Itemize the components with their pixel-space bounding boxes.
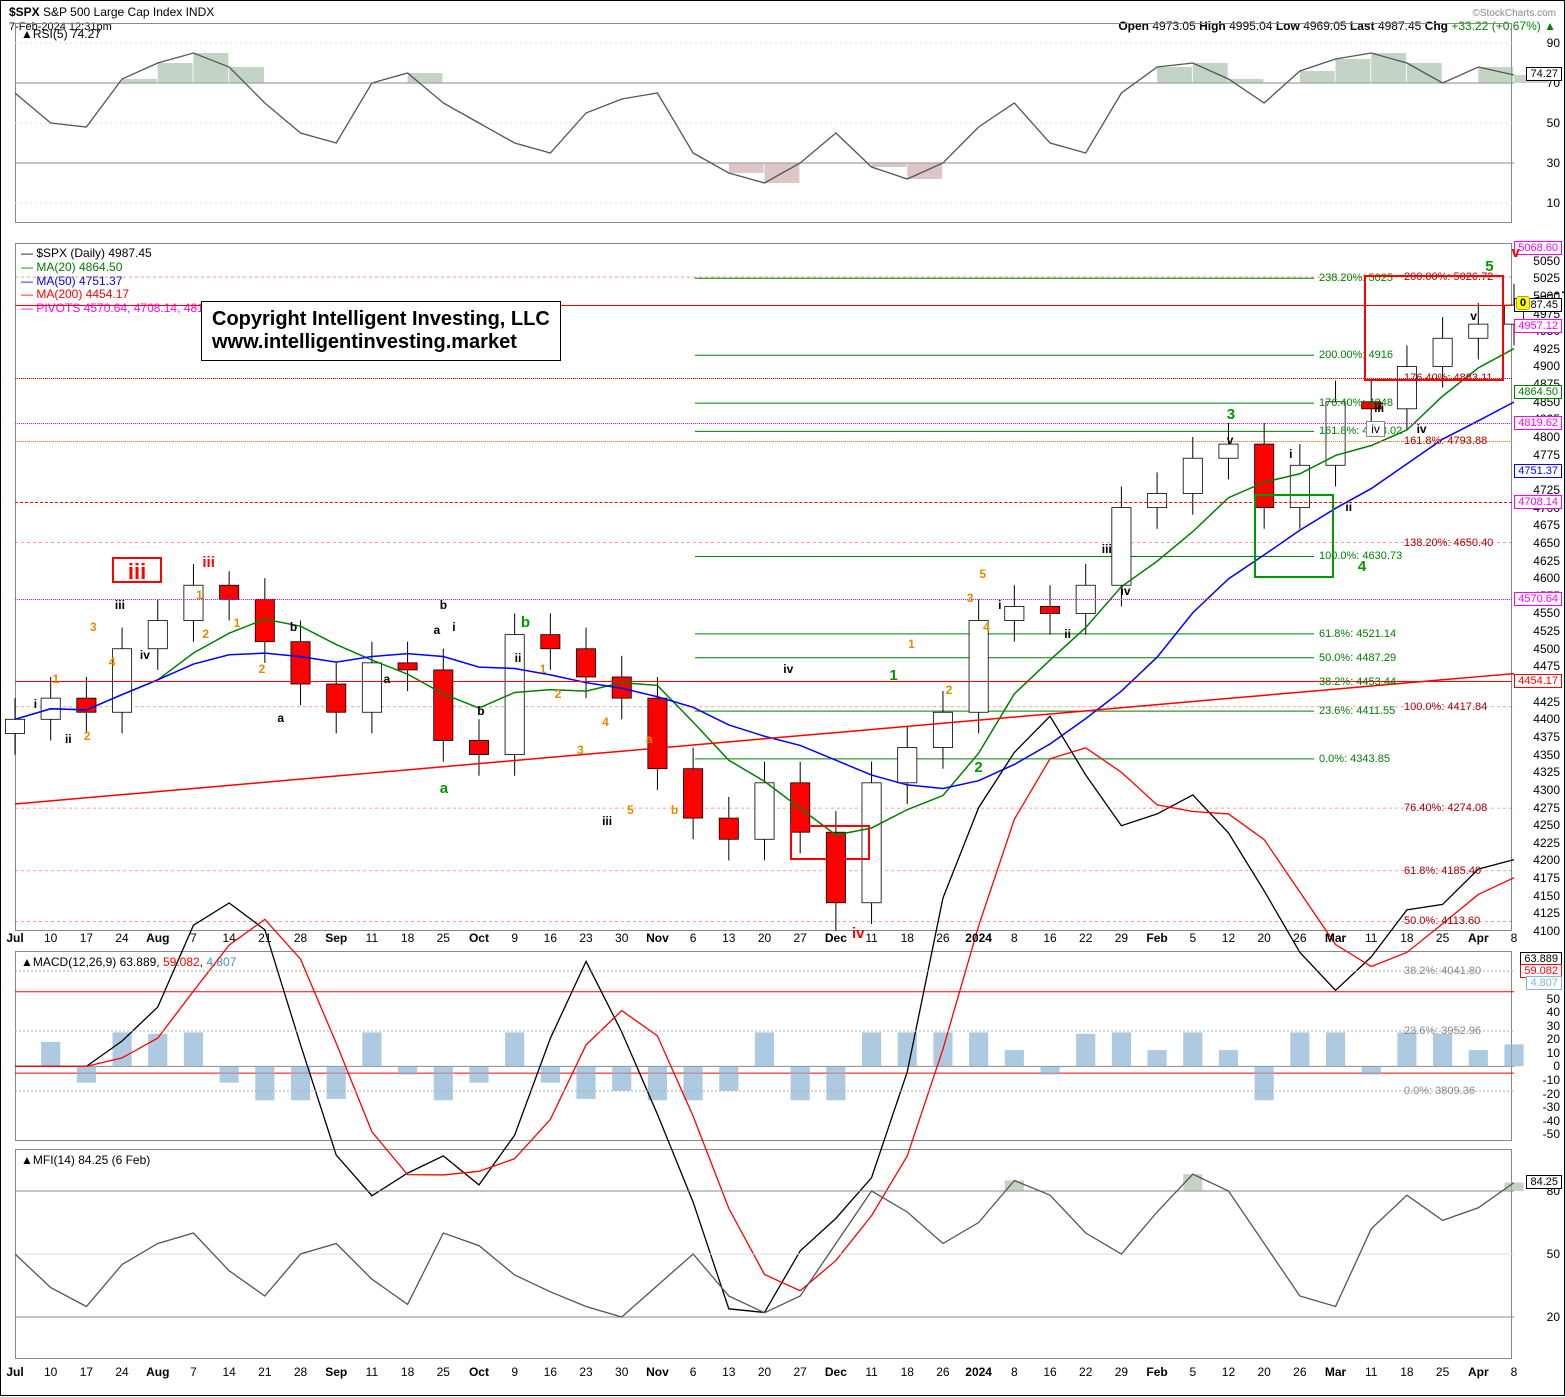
price-box: 4864.50 bbox=[1514, 385, 1562, 399]
price-box: 4751.37 bbox=[1514, 464, 1562, 478]
price-box: 4708.14 bbox=[1514, 495, 1562, 509]
chart-container: $SPX S&P 500 Large Cap Index INDX 7-Feb-… bbox=[0, 0, 1565, 1396]
target-box-red bbox=[1364, 275, 1504, 381]
price-box: 4570.64 bbox=[1514, 592, 1562, 606]
chart-svg bbox=[1, 1, 1565, 1397]
iv-low-box bbox=[790, 825, 870, 860]
copyright-watermark: Copyright Intelligent Investing, LLC www… bbox=[201, 301, 561, 361]
grey-iv-box: iv bbox=[1366, 421, 1385, 437]
wave4-box bbox=[1254, 494, 1334, 579]
price-box: 4454.17 bbox=[1514, 674, 1562, 688]
price-box: 4957.12 bbox=[1514, 319, 1562, 333]
price-box: 4819.62 bbox=[1514, 416, 1562, 430]
price-box: 5068.60 bbox=[1514, 241, 1562, 255]
red-iii-box: iii bbox=[112, 557, 162, 583]
